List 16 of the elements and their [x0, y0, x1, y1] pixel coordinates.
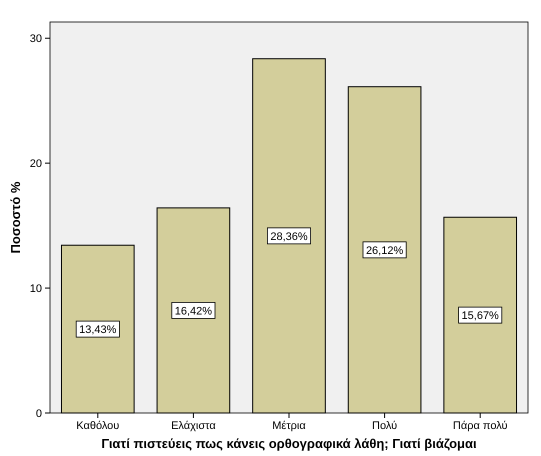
x-tick-label: Μέτρια [272, 420, 306, 432]
y-axis-title: Ποσοστό % [8, 181, 23, 254]
y-tick-label: 20 [30, 158, 42, 170]
x-axis-title: Γιατί πιστεύεις πως κάνεις ορθογραφικά λάθη; Γιατί βιάζομαι [101, 436, 477, 451]
data-label: 13,43% [79, 324, 117, 336]
data-label: 26,12% [366, 244, 404, 257]
y-tick-label: 0 [36, 408, 42, 420]
x-tick-label: Πολύ [372, 420, 398, 432]
x-tick-label: Ελάχιστα [171, 420, 216, 432]
y-tick-label: 30 [30, 33, 42, 46]
x-tick-label: Καθόλου [76, 420, 120, 432]
data-label: 16,42% [174, 305, 212, 318]
data-label: 15,67% [462, 310, 500, 322]
data-label: 28,36% [270, 230, 308, 243]
x-tick-label: Πάρα πολύ [452, 420, 508, 432]
y-tick-label: 10 [30, 283, 42, 296]
